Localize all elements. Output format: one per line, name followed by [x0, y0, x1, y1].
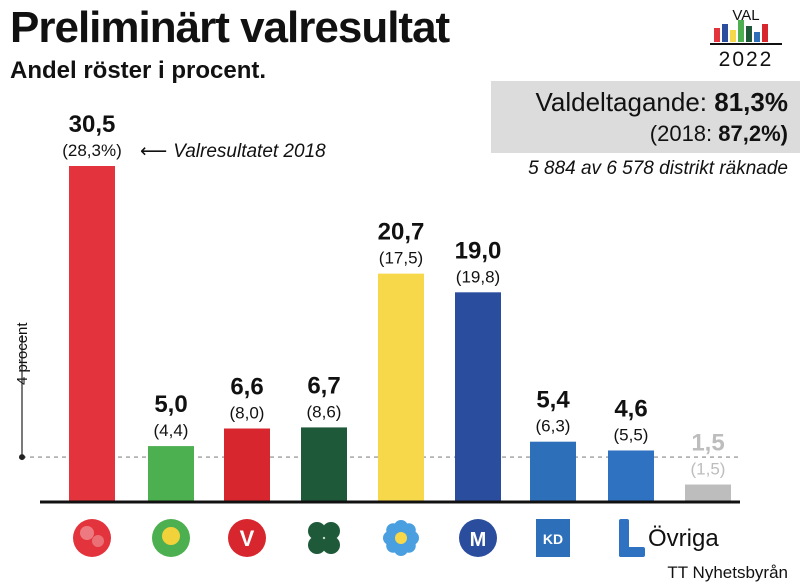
turnout-previous-line: (2018: 87,2%): [650, 121, 788, 147]
previous-label-m: (19,8): [456, 267, 500, 286]
bar-l: [608, 450, 654, 501]
bar-s: [69, 166, 115, 501]
value-label-s: 30,5: [69, 111, 116, 138]
value-label-ovr: 1,5: [691, 430, 724, 457]
chart-title: Preliminärt valresultat: [10, 3, 450, 52]
clover-leaf-icon: [322, 522, 340, 540]
turnout-previous-value: 87,2%): [718, 121, 788, 146]
value-label-mp: 5,0: [154, 391, 187, 418]
sd-flower-center-icon: [395, 532, 407, 544]
previous-label-s: (28,3%): [62, 141, 122, 160]
turnout-previous-prefix: (2018:: [649, 121, 713, 146]
v-letter-icon: V: [240, 526, 255, 551]
annotation-2018: ⟵ Valresultatet 2018: [140, 140, 326, 163]
previous-label-v: (8,0): [230, 404, 265, 423]
bar-kd: [530, 441, 576, 501]
party-kd-icon: [536, 519, 570, 557]
arrow-left-icon: ⟵: [140, 141, 168, 162]
sd-petal-icon: [401, 523, 416, 538]
threshold-marker: [19, 454, 25, 461]
party-m-icon: [459, 519, 497, 557]
previous-label-mp: (4,4): [154, 421, 189, 440]
party-v-icon: [228, 519, 266, 557]
logo-val-text: VAL: [732, 7, 759, 24]
bar-m: [455, 292, 501, 501]
value-label-l: 4,6: [614, 395, 647, 422]
kd-letters-icon: KD: [543, 531, 563, 547]
rose-petal-icon: [80, 526, 94, 540]
previous-label-l: (5,5): [614, 425, 649, 444]
previous-label-c: (8,6): [307, 402, 342, 421]
value-label-kd: 5,4: [536, 387, 570, 414]
previous-label-kd: (6,3): [536, 417, 571, 436]
turnout-line: Valdeltagande: 81,3%: [535, 87, 788, 118]
bar-ovr: [685, 484, 731, 501]
districts-counted: 5 884 av 6 578 distrikt räknade: [528, 158, 788, 179]
value-label-v: 6,6: [230, 374, 263, 401]
value-label-sd: 20,7: [378, 219, 425, 246]
turnout-box: Valdeltagande: 81,3% (2018: 87,2%): [491, 81, 800, 153]
clover-leaf-icon: [308, 522, 326, 540]
mp-sun-icon: [162, 527, 180, 545]
clover-leaf-icon: [322, 536, 340, 554]
turnout-label: Valdeltagande:: [535, 87, 708, 117]
value-label-c: 6,7: [307, 372, 340, 399]
bar-sd: [378, 273, 424, 501]
previous-label-sd: (17,5): [379, 249, 423, 268]
val-2022-logo: VAL 2022: [710, 7, 782, 71]
bar-c: [301, 427, 347, 501]
source-credit: TT Nyhetsbyrån: [667, 563, 788, 582]
previous-label-ovr: (1,5): [691, 460, 726, 479]
clover-leaf-icon: [308, 536, 326, 554]
m-letter-icon: M: [470, 529, 487, 551]
turnout-value: 81,3%: [714, 87, 788, 117]
rose-petal-icon: [92, 535, 104, 547]
logo-year-text: 2022: [719, 48, 774, 71]
bar-mp: [148, 446, 194, 501]
annotation-text: Valresultatet 2018: [173, 141, 326, 162]
bar-v: [224, 428, 270, 501]
chart-subtitle: Andel röster i procent.: [10, 57, 267, 84]
party-s-rose-icon: [73, 519, 111, 557]
value-label-m: 19,0: [455, 237, 502, 264]
l-foot-icon: [619, 547, 645, 557]
other-parties-label: Övriga: [648, 525, 719, 552]
